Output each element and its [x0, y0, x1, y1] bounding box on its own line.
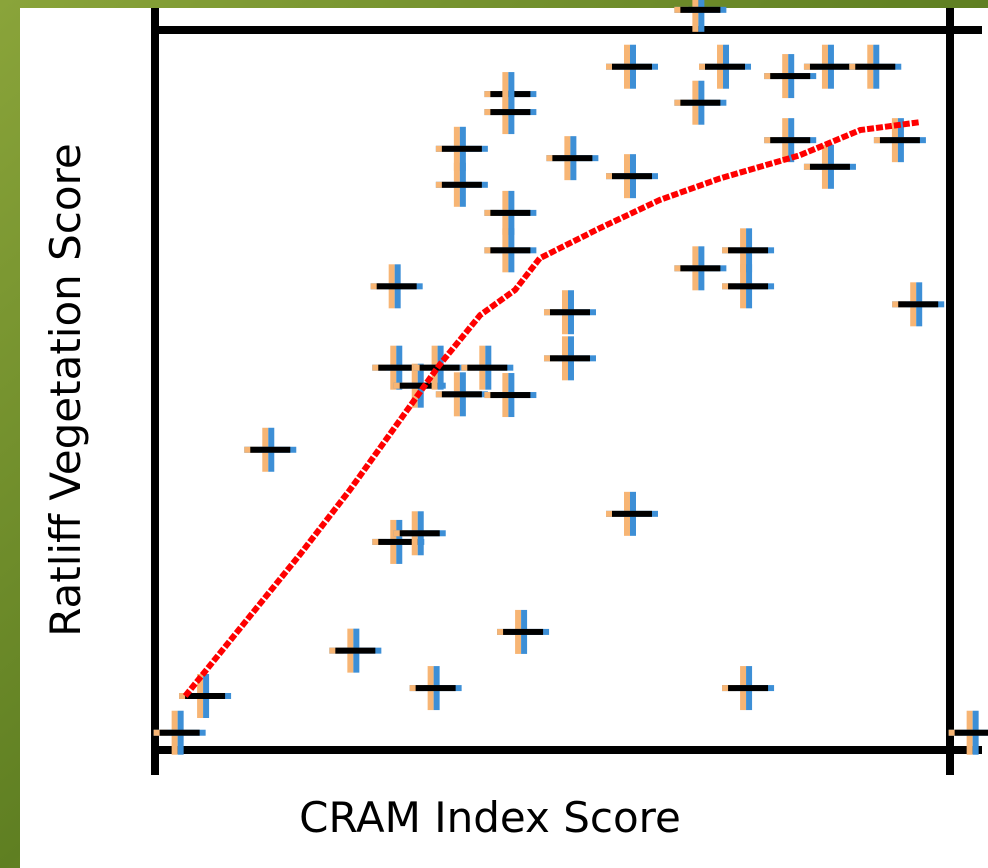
- data-point: [370, 264, 423, 309]
- marker: [490, 209, 531, 216]
- marker: [378, 364, 419, 371]
- data-point: [606, 44, 658, 89]
- marker: [490, 392, 531, 399]
- data-point: [873, 118, 926, 163]
- marker: [809, 63, 850, 70]
- marker: [503, 628, 544, 635]
- marker: [728, 283, 769, 290]
- data-point: [393, 363, 446, 408]
- marker: [770, 73, 811, 80]
- data-point: [393, 511, 446, 556]
- data-point: [892, 282, 945, 327]
- marker: [549, 355, 590, 362]
- marker: [399, 530, 440, 537]
- marker: [954, 729, 988, 736]
- data-point: [484, 373, 537, 418]
- data-point: [435, 126, 488, 171]
- trend-line: [182, 119, 921, 698]
- marker: [770, 137, 811, 144]
- marker: [879, 137, 920, 144]
- data-point: [244, 427, 297, 472]
- data-point: [543, 290, 596, 335]
- data-point: [329, 628, 382, 673]
- data-point: [803, 144, 856, 189]
- marker-bar: [692, 0, 699, 32]
- marker: [612, 173, 652, 180]
- marker: [680, 6, 721, 13]
- marker: [549, 309, 590, 316]
- marker: [705, 63, 746, 70]
- data-point: [849, 44, 902, 89]
- marker: [159, 729, 200, 736]
- x-axis-label: CRAM Index Score: [299, 793, 681, 842]
- data-point: [722, 228, 775, 273]
- data-point: [484, 90, 537, 135]
- marker: [680, 265, 721, 272]
- marker: [552, 155, 593, 162]
- marker: [809, 163, 850, 170]
- marker: [415, 685, 456, 692]
- marker: [855, 63, 896, 70]
- marker: [399, 382, 440, 389]
- data-point: [372, 345, 425, 390]
- data-point: [153, 710, 206, 755]
- data-point: [948, 710, 988, 755]
- data-point: [764, 54, 817, 99]
- marker: [376, 283, 417, 290]
- marker: [680, 99, 721, 106]
- y-axis-label: Ratliff Vegetation Score: [41, 143, 90, 637]
- data-point: [435, 162, 488, 207]
- marker: [467, 364, 508, 371]
- marker: [898, 301, 939, 308]
- marker-bar: [698, 0, 705, 32]
- marker: [378, 538, 419, 545]
- marker: [490, 247, 531, 254]
- marker: [728, 247, 769, 254]
- marker: [441, 391, 482, 398]
- data-point: [764, 118, 817, 163]
- data-point: [606, 491, 658, 536]
- data-point: [722, 666, 775, 711]
- data-point: [606, 154, 658, 199]
- data-point: [409, 666, 462, 711]
- data-point: [435, 372, 488, 417]
- marker: [250, 446, 291, 453]
- data-point: [803, 44, 856, 89]
- data-point: [674, 0, 727, 32]
- data-point: [674, 80, 727, 125]
- data-point: [543, 336, 596, 381]
- data-point: [484, 190, 537, 235]
- frame: [151, 8, 982, 775]
- marker: [728, 685, 769, 692]
- marker: [612, 63, 652, 70]
- marker: [441, 181, 482, 188]
- marker: [490, 109, 531, 116]
- data-point: [484, 228, 537, 273]
- data-point: [722, 264, 775, 309]
- marker: [612, 510, 652, 517]
- data-point: [699, 44, 752, 89]
- data-point: [497, 609, 550, 654]
- data-point: [674, 246, 727, 291]
- data-point: [372, 519, 425, 564]
- data-point: [461, 345, 514, 390]
- marker: [441, 145, 482, 152]
- marker: [185, 693, 226, 699]
- data-point: [546, 136, 599, 181]
- marker: [335, 647, 376, 654]
